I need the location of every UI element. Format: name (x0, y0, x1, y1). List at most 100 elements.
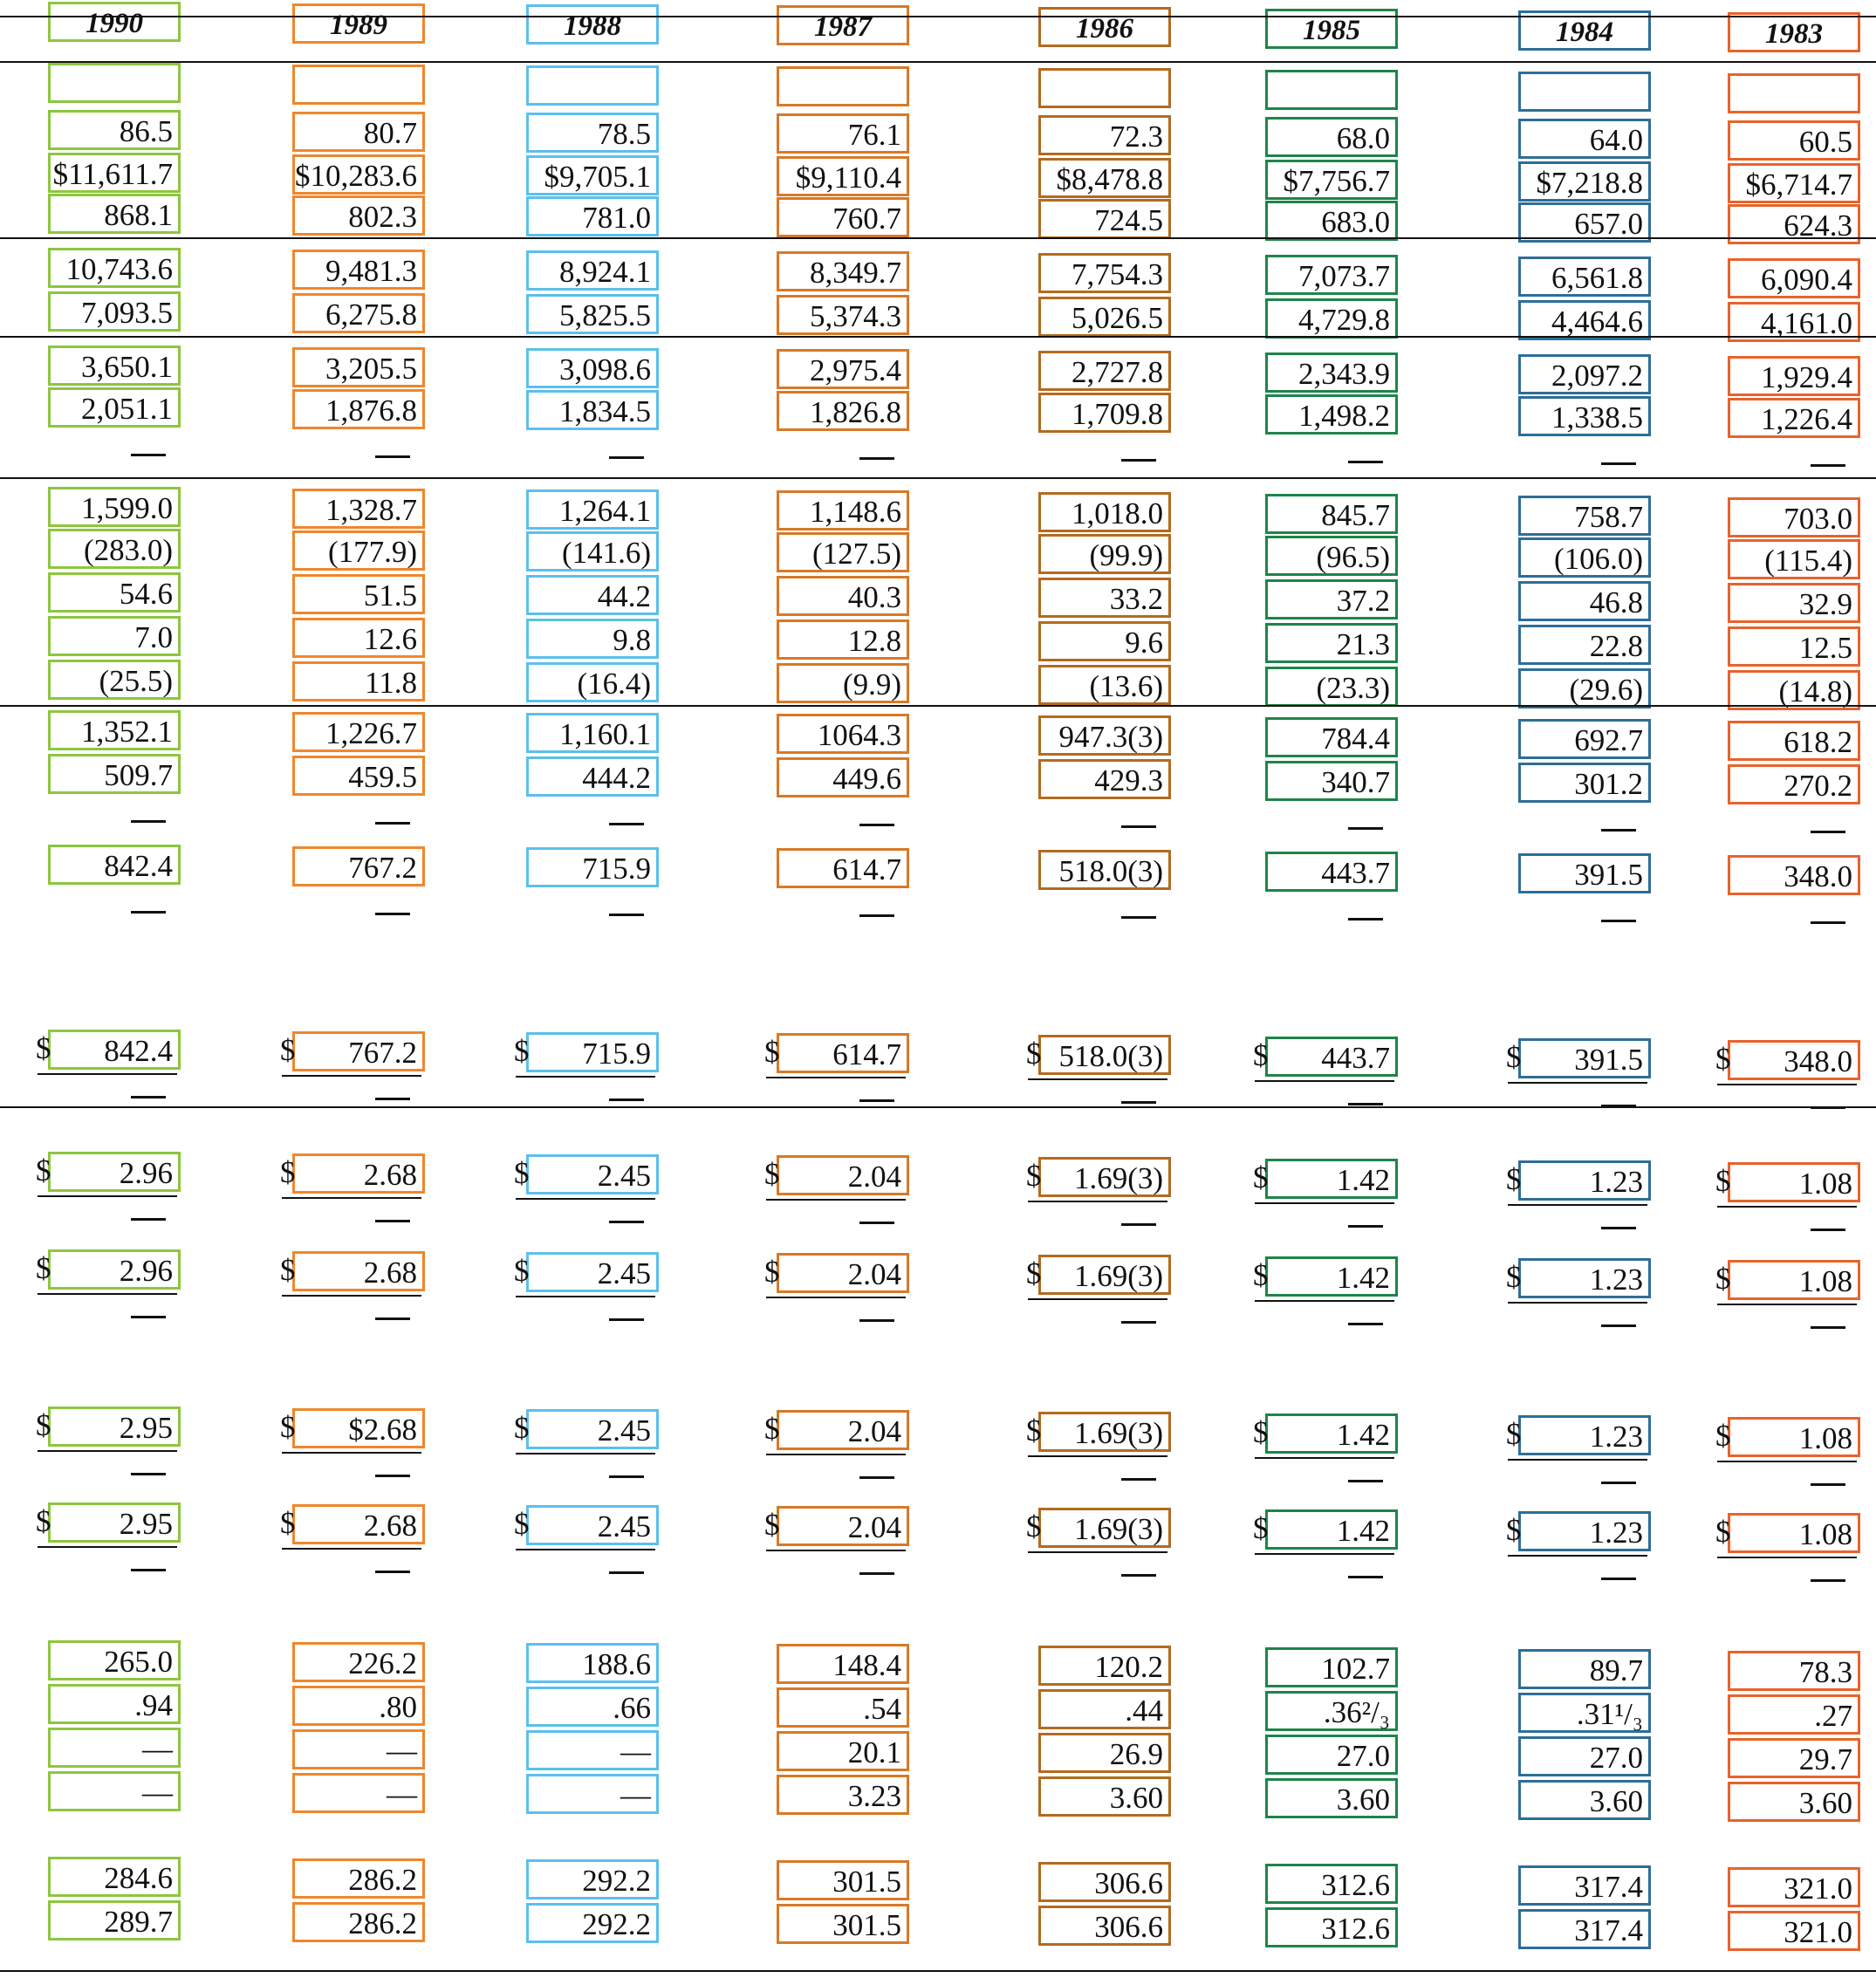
value-cell: 2.68 (292, 1251, 425, 1291)
cell-value: 72.3 (1109, 120, 1163, 154)
cell-value: 692.7 (1574, 723, 1643, 757)
cell-value: 8,349.7 (810, 256, 901, 290)
dash-mark (1348, 1323, 1383, 1325)
value-cell: (99.9) (1038, 534, 1171, 574)
cell-value: 1.08 (1798, 1264, 1852, 1298)
cell-value: 21.3 (1336, 627, 1390, 661)
cell-value: 781.0 (582, 201, 651, 235)
cell-value: 76.1 (847, 118, 901, 152)
double-underline (1028, 1455, 1167, 1457)
dash-mark (375, 1571, 410, 1573)
cell-value: 2.95 (119, 1507, 173, 1541)
dash-mark (1348, 1576, 1383, 1578)
dash-mark (131, 1316, 166, 1318)
value-cell: 2.68 (292, 1504, 425, 1544)
value-cell: 1,709.8 (1038, 393, 1171, 433)
value-cell: (23.3) (1265, 667, 1398, 707)
value-cell: 1,876.8 (292, 389, 425, 429)
double-underline (766, 1199, 906, 1201)
value-cell: 391.5 (1518, 853, 1651, 893)
year-label: 1987 (814, 11, 872, 43)
dash-mark (1121, 916, 1156, 919)
value-cell: 2.45 (526, 1409, 659, 1449)
dash-mark (1811, 921, 1845, 924)
year-header: 1986 (1038, 7, 1171, 47)
cell-value: 802.3 (348, 200, 417, 234)
dollar-sign: $ (36, 1504, 51, 1538)
dash-mark (859, 824, 894, 826)
cell-value: 40.3 (847, 580, 901, 614)
value-cell: 89.7 (1518, 1649, 1651, 1689)
dash-mark (859, 914, 894, 917)
dollar-sign: $ (1026, 1037, 1042, 1071)
value-cell: 2.95 (48, 1502, 181, 1543)
cell-value: 44.2 (597, 579, 651, 613)
value-cell: 1.69(3) (1038, 1157, 1171, 1197)
cell-value: $10,283.6 (295, 159, 417, 193)
dollar-sign: $ (280, 1410, 296, 1444)
cell-value: 715.9 (582, 852, 651, 886)
dash-mark (131, 911, 166, 914)
cell-value: 1,328.7 (325, 493, 417, 527)
value-cell: 2.45 (526, 1252, 659, 1292)
value-cell: 10,743.6 (48, 248, 181, 288)
dash-mark (859, 457, 894, 460)
cell-value: 715.9 (582, 1037, 651, 1071)
value-cell: 518.0(3) (1038, 1035, 1171, 1075)
dollar-sign: $ (1715, 1419, 1731, 1453)
dollar-sign: $ (1253, 1258, 1269, 1292)
dash-mark (1348, 1480, 1383, 1482)
dash-mark (859, 1319, 894, 1322)
value-cell: $6,714.7 (1728, 163, 1860, 203)
dash-mark (131, 1473, 166, 1475)
dollar-sign: $ (514, 1254, 530, 1288)
value-cell: 4,161.0 (1728, 302, 1860, 342)
value-cell: 8,349.7 (777, 251, 909, 291)
cell-value: $2.68 (348, 1413, 417, 1447)
double-underline (1717, 1304, 1857, 1305)
value-cell: 9.6 (1038, 621, 1171, 661)
dollar-sign: $ (764, 1157, 780, 1191)
dollar-sign: $ (1026, 1413, 1042, 1448)
cell-value: 2.45 (597, 1159, 651, 1193)
cell-value: $7,218.8 (1536, 166, 1644, 200)
value-cell: 348.0 (1728, 855, 1860, 895)
double-underline (38, 1450, 177, 1452)
double-underline (38, 1073, 177, 1075)
cell-value: 391.5 (1574, 858, 1643, 892)
value-cell: 1.08 (1728, 1260, 1860, 1300)
cell-value: 657.0 (1574, 207, 1643, 241)
value-cell: (29.6) (1518, 668, 1651, 708)
year-column-1990: 1990 86.5 $11,611.7 868.1 10,743.6 7,093.5 3,6… (36, 0, 188, 1978)
cell-value: 1,834.5 (559, 394, 651, 428)
cell-value: (25.5) (99, 664, 173, 698)
cell-value: 1.69(3) (1073, 1512, 1163, 1546)
dash-mark (375, 455, 410, 458)
dash-mark (1348, 461, 1383, 463)
value-cell: 6,275.8 (292, 293, 425, 333)
cell-value: 2.45 (597, 1256, 651, 1290)
value-cell: 7,754.3 (1038, 253, 1171, 293)
cell-value: 89.7 (1589, 1653, 1643, 1687)
cell-value: 845.7 (1321, 498, 1390, 532)
value-cell: 2.68 (292, 1153, 425, 1194)
value-cell: 715.9 (526, 847, 659, 887)
cell-value: 1,148.6 (810, 495, 901, 529)
value-cell: 301.2 (1518, 763, 1651, 803)
dash-mark (1121, 1574, 1156, 1577)
cell-value: 1,599.0 (81, 491, 173, 525)
value-cell: 27.0 (1265, 1735, 1398, 1775)
value-cell: 624.3 (1728, 204, 1860, 244)
dash-mark (1121, 1478, 1156, 1481)
value-cell: 8,924.1 (526, 250, 659, 291)
cell-value: 292.2 (582, 1907, 651, 1941)
cell-value: $6,714.7 (1745, 168, 1853, 202)
cell-value: (127.5) (811, 537, 901, 571)
double-underline (1717, 1084, 1857, 1085)
cell-value: (99.9) (1089, 538, 1163, 572)
cell-value: 868.1 (104, 198, 173, 232)
cell-value: 391.5 (1574, 1043, 1643, 1077)
value-cell: 340.7 (1265, 761, 1398, 801)
double-underline (1255, 1300, 1394, 1302)
cell-value: 60.5 (1798, 125, 1852, 159)
